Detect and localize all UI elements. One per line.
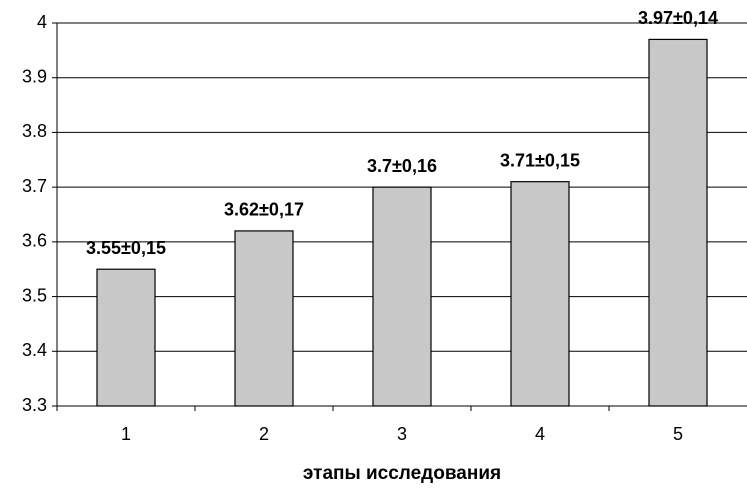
value-label: 3.97±0,14 [638, 8, 718, 28]
x-axis-label: этапы исследования [303, 463, 501, 484]
value-label: 3.7±0,16 [367, 156, 437, 176]
bar [648, 38, 708, 407]
value-label: 3.71±0,15 [500, 150, 580, 170]
y-tick-label: 4 [37, 12, 47, 32]
y-tick-label: 3.4 [22, 340, 47, 360]
bar [234, 230, 294, 407]
y-tick-label: 3.6 [22, 231, 47, 251]
x-tick-label: 4 [535, 424, 545, 444]
y-tick-label: 3.8 [22, 121, 47, 141]
y-tick-label: 3.7 [22, 176, 47, 196]
bar [510, 181, 570, 407]
bar [96, 268, 156, 407]
y-tick-label: 3.3 [22, 395, 47, 415]
x-tick-label: 2 [259, 424, 269, 444]
y-tick-label: 3.5 [22, 285, 47, 305]
value-label: 3.55±0,15 [86, 238, 166, 258]
x-tick-label: 5 [673, 424, 683, 444]
x-tick-label: 3 [397, 424, 407, 444]
bar [372, 186, 432, 407]
x-tick-label: 1 [121, 424, 131, 444]
value-label: 3.62±0,17 [224, 200, 304, 220]
y-tick-label: 3.9 [22, 66, 47, 86]
